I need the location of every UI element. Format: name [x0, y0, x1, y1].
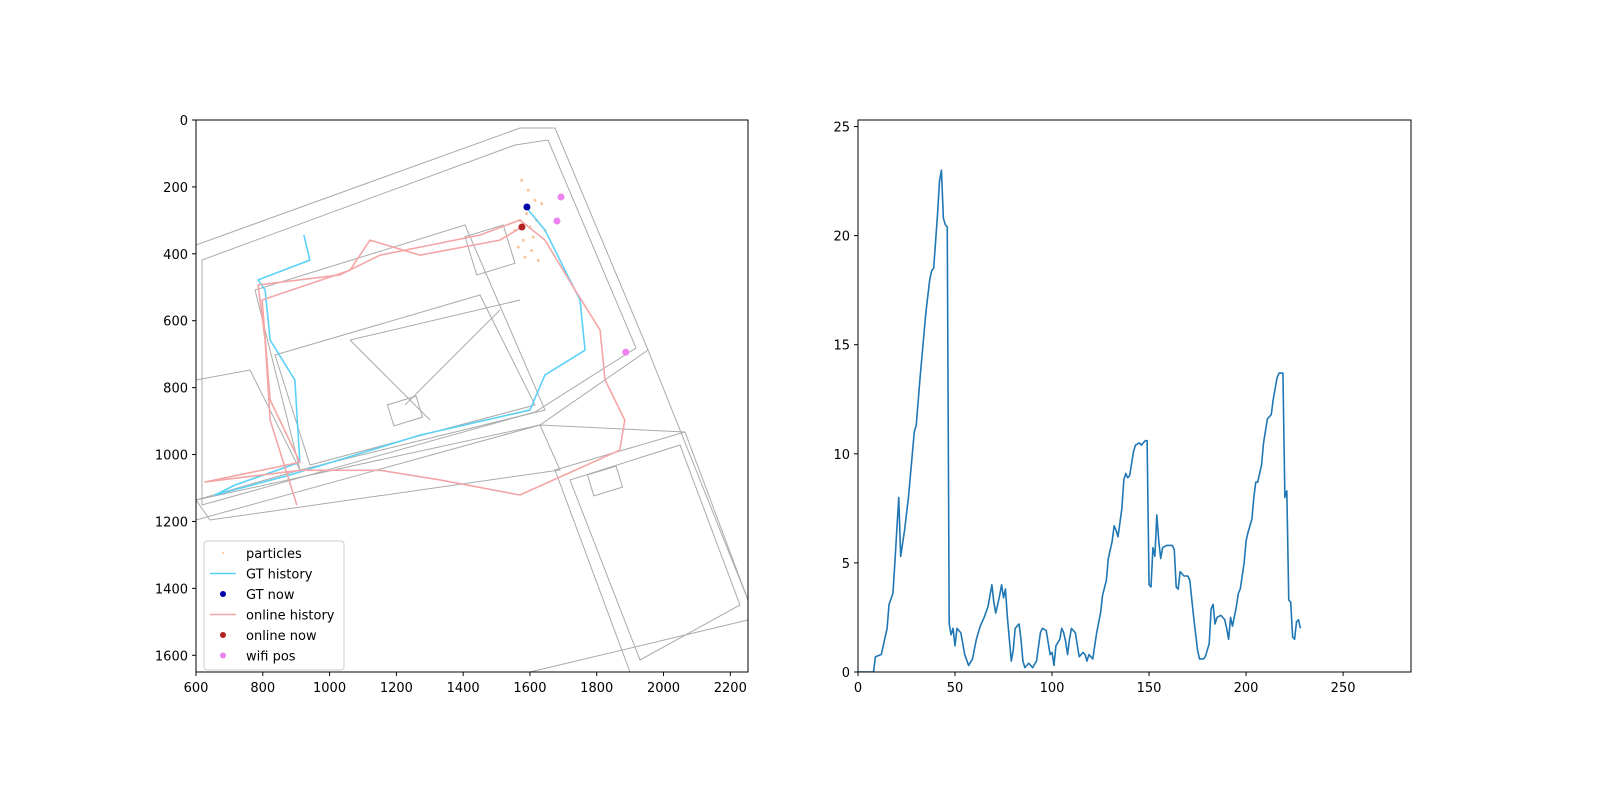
y-tick-label: 10: [833, 448, 850, 463]
y-tick-label: 1600: [155, 649, 188, 664]
x-tick-label: 600: [184, 681, 209, 696]
legend-box: [203, 540, 345, 671]
floor-plan: [196, 127, 748, 672]
y-tick-label: 25: [833, 121, 850, 136]
legend-swatch: [220, 591, 226, 597]
y-tick-label: 1200: [155, 515, 188, 530]
x-tick-label: 100: [1040, 681, 1065, 696]
legend-label: GT now: [246, 588, 295, 603]
point: [523, 203, 531, 211]
point: [622, 348, 630, 356]
x-tick-label: 1200: [380, 681, 413, 696]
legend-label: particles: [246, 547, 302, 562]
point: [523, 255, 527, 259]
x-tick-label: 200: [1234, 681, 1259, 696]
x-tick-label: 1600: [513, 681, 546, 696]
legend-label: GT history: [246, 568, 313, 583]
point: [540, 202, 544, 206]
x-tick-label: 1800: [580, 681, 613, 696]
x-tick-label: 250: [1331, 681, 1356, 696]
x-tick-label: 0: [854, 681, 862, 696]
point: [533, 198, 537, 202]
point: [526, 188, 530, 192]
point: [536, 259, 540, 263]
x-tick-label: 2000: [647, 681, 680, 696]
y-tick-label: 600: [163, 315, 188, 330]
legend-label: online now: [246, 629, 317, 644]
legend-label: online history: [246, 609, 335, 624]
axes-frame: [195, 119, 749, 673]
point: [516, 245, 520, 249]
y-tick-label: 1000: [155, 449, 188, 464]
point: [525, 212, 529, 216]
line: [858, 169, 1302, 672]
x-tick-label: 1000: [313, 681, 346, 696]
point: [518, 223, 526, 231]
point: [530, 248, 534, 252]
legend-swatch: [220, 632, 226, 638]
y-tick-label: 0: [180, 114, 188, 129]
legend-label: wifi pos: [246, 650, 296, 665]
y-tick-label: 0: [842, 666, 850, 681]
legend-swatch: [220, 652, 226, 659]
trajectory-line: [204, 219, 626, 506]
y-tick-label: 200: [163, 181, 188, 196]
y-tick-label: 1400: [155, 582, 188, 597]
point: [520, 178, 524, 182]
x-tick-label: 800: [250, 681, 275, 696]
x-tick-label: 50: [947, 681, 964, 696]
legend-swatch: [222, 552, 224, 554]
x-tick-label: 1400: [447, 681, 480, 696]
plot-area: [858, 169, 1302, 672]
y-tick-label: 5: [842, 557, 850, 572]
x-tick-label: 150: [1137, 681, 1162, 696]
axes-frame: [857, 119, 1412, 673]
point: [521, 238, 525, 242]
point: [553, 217, 561, 225]
point: [531, 235, 535, 239]
y-tick-label: 400: [163, 248, 188, 263]
trajectory-line: [214, 207, 586, 496]
y-tick-label: 800: [163, 382, 188, 397]
plot-area: [204, 178, 630, 506]
point: [557, 193, 565, 201]
y-tick-label: 15: [833, 339, 850, 354]
y-tick-label: 20: [833, 230, 850, 245]
x-tick-label: 2200: [714, 681, 747, 696]
